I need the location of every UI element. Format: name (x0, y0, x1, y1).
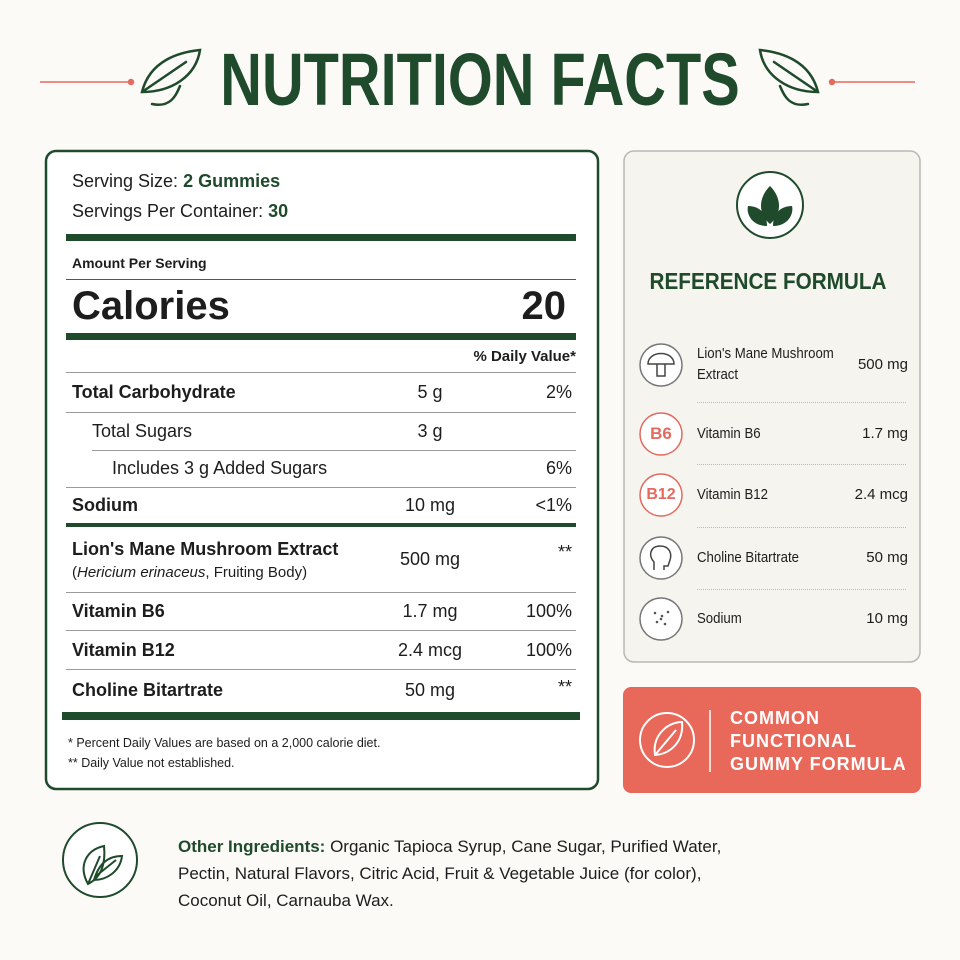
nutrient-name: Total Sugars (92, 421, 193, 441)
ingredients-line: Other Ingredients: Organic Tapioca Syrup… (178, 836, 721, 858)
item-name: Extract (697, 366, 739, 383)
nutrient-amount: 5 g (417, 382, 443, 402)
item-name: Choline Bitartrate (697, 549, 799, 566)
nutrient-amount: 50 mg (404, 680, 456, 700)
rule (66, 234, 576, 241)
ingredients-label: Other Ingredients: (178, 837, 326, 856)
nutrient-amount: 10 mg (404, 495, 456, 515)
page-title: NUTRITION FACTS (220, 38, 740, 121)
nutrient-name: Choline Bitartrate (72, 680, 224, 700)
badge-line: COMMON (730, 708, 820, 728)
nutrient-name: Vitamin B6 (72, 601, 165, 621)
rule (92, 450, 576, 451)
rule (66, 412, 576, 413)
nutrient-dv: 100% (525, 640, 572, 660)
nutrient-dv: ** (557, 677, 572, 697)
amount-per-serving: Amount Per Serving (72, 255, 207, 271)
field-value: 2 Gummies (183, 171, 281, 191)
dv-header: % Daily Value* (473, 348, 576, 365)
rule (66, 630, 576, 631)
item-amount: 500 mg (857, 356, 908, 373)
servings-per-container: Servings Per Container: 30 (72, 200, 288, 222)
nutrient-amount: 2.4 mcg (397, 640, 463, 660)
nutrient-name: Vitamin B12 (72, 640, 175, 660)
separator (697, 464, 906, 465)
item-name: Lion's Mane Mushroom (697, 345, 834, 362)
field-label: Serving Size: (72, 171, 179, 191)
item-name: Vitamin B12 (697, 486, 768, 503)
rule (66, 669, 576, 670)
rule (66, 279, 576, 280)
nutrient-dv: 2% (545, 382, 572, 402)
item-icon: B6 (650, 424, 672, 443)
rule (62, 712, 580, 720)
item-amount: 1.7 mg (862, 425, 908, 442)
latin-name: Hericium erinaceus (77, 564, 206, 581)
badge-line: GUMMY FORMULA (730, 754, 907, 774)
nutrient-name: Lion's Mane Mushroom Extract (72, 539, 339, 559)
reference-title: REFERENCE FORMULA (649, 268, 887, 294)
serving-size: Serving Size: 2 Gummies (72, 170, 280, 192)
nutrient-dv: 100% (525, 601, 572, 621)
rule (66, 487, 576, 488)
field-label: Servings Per Container: (72, 201, 264, 221)
item-name: Sodium (697, 610, 742, 627)
separator (697, 402, 906, 403)
nutrient-subtext: (Hericium erinaceus, Fruiting Body) (72, 562, 307, 584)
rule (66, 372, 576, 373)
footnote: ** Daily Value not established. (68, 756, 235, 770)
nutrient-dv: 6% (545, 458, 572, 478)
ingredients-line: Coconut Oil, Carnauba Wax. (178, 891, 394, 910)
item-icon: B12 (646, 486, 676, 503)
nutrient-name: Total Carbohydrate (72, 382, 236, 402)
text: , Fruiting Body) (205, 564, 308, 581)
text: ( (72, 564, 77, 581)
badge-line: FUNCTIONAL (730, 731, 857, 751)
text: Organic Tapioca Syrup, Cane Sugar, Purif… (325, 837, 722, 856)
rule (66, 592, 576, 593)
nutrient-dv: <1% (535, 495, 572, 515)
nutrient-name: Sodium (72, 495, 138, 515)
item-amount: 50 mg (866, 549, 908, 566)
nutrient-name: Includes 3 g Added Sugars (112, 458, 328, 478)
item-name: Vitamin B6 (697, 425, 761, 442)
nutrient-amount: 3 g (417, 421, 443, 441)
ingredients-line: Pectin, Natural Flavors, Citric Acid, Fr… (178, 864, 702, 883)
item-amount: 10 mg (866, 610, 908, 627)
rule (66, 523, 576, 527)
nutrient-dv: ** (557, 542, 572, 562)
rule (66, 333, 576, 340)
nutrient-amount: 500 mg (399, 549, 461, 569)
separator (697, 527, 906, 528)
footnote: * Percent Daily Values are based on a 2,… (68, 736, 381, 750)
item-amount: 2.4 mcg (854, 486, 908, 503)
calories-label: Calories (72, 284, 230, 328)
calories-value: 20 (521, 284, 567, 328)
field-value: 30 (268, 201, 289, 221)
nutrient-amount: 1.7 mg (402, 601, 458, 621)
separator (697, 589, 906, 590)
